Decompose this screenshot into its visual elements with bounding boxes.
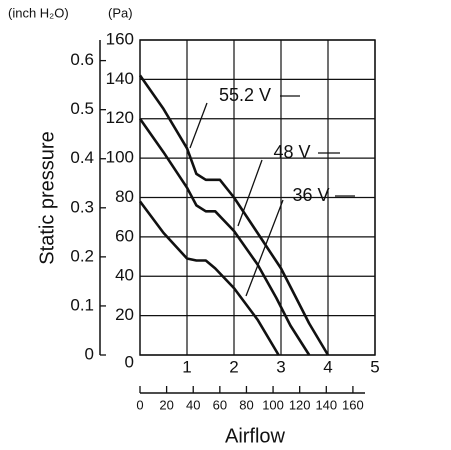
y-axis-title: Static pressure [36, 131, 58, 264]
leader [245, 199, 284, 297]
y2-tick-label: 0.1 [70, 295, 94, 314]
leader [237, 159, 263, 227]
x2-tick-label: 120 [289, 397, 311, 412]
x2-tick-label: 140 [315, 397, 337, 412]
series-label: 55.2 V [219, 85, 271, 105]
x2-tick-label: 60 [213, 397, 227, 412]
y-tick-label: 40 [115, 266, 134, 285]
y-tick-label: 120 [106, 108, 134, 127]
x-tick-label: 1 [182, 357, 191, 376]
x2-tick-label: 40 [186, 397, 200, 412]
y2-tick-label: 0.2 [70, 246, 94, 265]
x2-tick-label: 160 [342, 397, 364, 412]
right-unit: (Pa) [108, 5, 133, 20]
x-tick-label: 2 [229, 357, 238, 376]
series-line [138, 200, 280, 356]
y2-tick-label: 0 [85, 344, 94, 363]
x2-tick-label: 0 [136, 397, 143, 412]
x2-tick-label: 80 [239, 397, 253, 412]
x2-tick-label: 100 [262, 397, 284, 412]
x-axis-title: Airflow [225, 425, 286, 447]
x-tick-label: 5 [370, 357, 379, 376]
series-label: 36 V [292, 185, 329, 205]
y2-tick-label: 0.3 [70, 197, 94, 216]
x2-tick-label: 20 [159, 397, 173, 412]
y-tick-label: 80 [115, 187, 134, 206]
y-tick-label: 0 [125, 352, 134, 371]
y2-tick-label: 0.4 [70, 148, 94, 167]
series-line [138, 74, 330, 356]
y-tick-label: 20 [115, 305, 134, 324]
y-tick-label: 100 [106, 148, 134, 167]
leader [189, 102, 208, 149]
leaders [189, 95, 355, 297]
left-unit: (inch H₂O) [8, 5, 69, 20]
y-tick-label: 160 [106, 29, 134, 48]
y2-tick-label: 0.6 [70, 50, 94, 69]
series-label: 48 V [273, 142, 310, 162]
y-tick-label: 140 [106, 69, 134, 88]
y2-tick-label: 0.5 [70, 99, 94, 118]
x-tick-label: 4 [323, 357, 332, 376]
x-tick-label: 3 [276, 357, 285, 376]
y-tick-label: 60 [115, 226, 134, 245]
series-line [138, 118, 311, 356]
